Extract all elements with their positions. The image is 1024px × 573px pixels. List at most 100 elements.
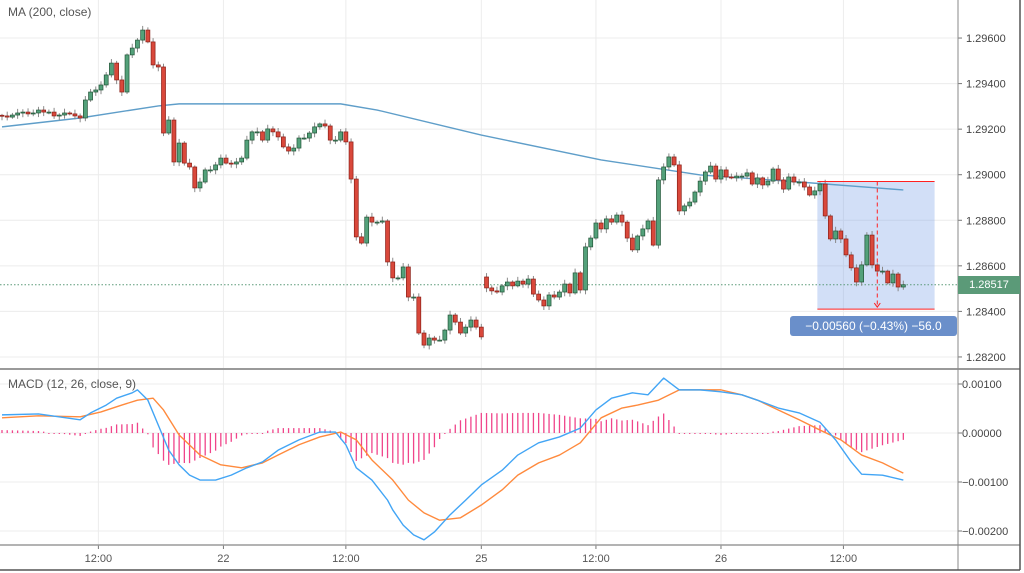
candle-down — [838, 230, 844, 240]
candle-up — [583, 246, 588, 291]
candle-up — [859, 264, 865, 283]
candle-up — [635, 235, 640, 251]
candle-up — [30, 112, 36, 115]
candle-up — [312, 126, 317, 134]
candle-up — [864, 234, 870, 266]
candle-up — [234, 161, 239, 165]
candle-down — [489, 287, 495, 292]
candle-down — [801, 181, 807, 188]
candle-up — [46, 111, 52, 114]
candle-up — [10, 114, 15, 118]
measure-result-label: −0.00560 (−0.43%) −56.0 — [790, 316, 957, 336]
candle-down — [0, 114, 5, 117]
candle-down — [624, 221, 630, 239]
time-axis-label: 26 — [715, 553, 727, 565]
candle-up — [692, 191, 698, 203]
candle-up — [208, 169, 213, 172]
macd-axis-label: −0.00200 — [962, 526, 1008, 538]
candle-up — [442, 329, 448, 341]
candle-up — [333, 139, 338, 142]
candle-up — [395, 277, 401, 280]
candle-down — [775, 168, 781, 181]
candle-down — [322, 123, 328, 127]
candle-up — [135, 39, 140, 49]
candle-up — [505, 281, 510, 287]
candle-up — [379, 220, 385, 223]
candle-down — [723, 169, 729, 178]
candle-up — [374, 221, 380, 224]
candle-down — [494, 290, 500, 293]
candle-up — [765, 180, 771, 186]
candle-up — [202, 169, 208, 183]
candle-up — [666, 156, 672, 168]
candle-up — [833, 230, 838, 240]
price-axis-label: 1.28200 — [966, 352, 1006, 364]
candle-up — [244, 139, 250, 159]
candle-up — [900, 284, 906, 288]
time-axis-label: 12:00 — [332, 553, 360, 565]
time-axis-label: 22 — [217, 553, 229, 565]
candle-up — [661, 166, 667, 181]
candle-down — [848, 254, 854, 269]
candle-up — [62, 112, 67, 116]
candle-down — [452, 314, 458, 323]
price-axis-label: 1.29600 — [966, 33, 1006, 45]
candle-up — [296, 137, 302, 149]
candle-down — [484, 276, 489, 289]
candle-up — [129, 47, 135, 56]
candle-down — [275, 131, 281, 138]
candle-up — [20, 111, 26, 114]
candle-down — [327, 125, 333, 141]
macd-axis-label: 0.00100 — [962, 379, 1002, 391]
candle-down — [280, 136, 286, 148]
price-axis-label: 1.29000 — [966, 170, 1006, 182]
candle-up — [56, 114, 62, 117]
candle-up — [468, 319, 474, 328]
candle-down — [155, 64, 161, 68]
time-axis-label: 25 — [475, 553, 487, 565]
time-axis-label: 12:00 — [830, 553, 858, 565]
ma-legend[interactable]: MA (200, close) — [8, 5, 92, 19]
candle-down — [713, 165, 719, 180]
candle-down — [406, 266, 411, 298]
candle-down — [671, 156, 677, 166]
candle-up — [708, 165, 713, 173]
candle-down — [791, 176, 797, 183]
candle-up — [140, 29, 146, 41]
candle-up — [604, 218, 609, 230]
candle-down — [260, 131, 265, 141]
candle-up — [400, 266, 406, 279]
candle-down — [348, 141, 354, 180]
candle-up — [15, 112, 20, 116]
candle-down — [359, 236, 364, 244]
macd-axis-label: 0.00000 — [962, 428, 1002, 440]
candle-up — [109, 62, 114, 76]
candle-down — [432, 337, 437, 341]
candle-up — [301, 137, 307, 140]
candle-down — [807, 186, 812, 196]
measure-arrow-icon — [873, 302, 881, 308]
candle-down — [182, 142, 187, 164]
price-axis-label: 1.28400 — [966, 306, 1006, 318]
candle-down — [343, 131, 349, 143]
candle-up — [812, 190, 818, 196]
candle-up — [98, 84, 104, 91]
time-axis-label: 12:00 — [85, 553, 113, 565]
candle-up — [103, 74, 109, 86]
candle-up — [702, 171, 708, 182]
candle-down — [458, 321, 463, 334]
candle-up — [364, 216, 370, 244]
candle-down — [145, 29, 151, 43]
candle-down — [390, 261, 396, 279]
candle-up — [796, 181, 802, 184]
candle-up — [880, 270, 885, 273]
candle-down — [895, 273, 901, 288]
candle-down — [577, 272, 583, 291]
candle-up — [640, 228, 646, 237]
candle-down — [51, 111, 57, 117]
last-price-label: 1.28517 — [958, 276, 1020, 294]
candle-down — [228, 162, 234, 165]
macd-legend[interactable]: MACD (12, 26, close, 9) — [8, 377, 137, 391]
